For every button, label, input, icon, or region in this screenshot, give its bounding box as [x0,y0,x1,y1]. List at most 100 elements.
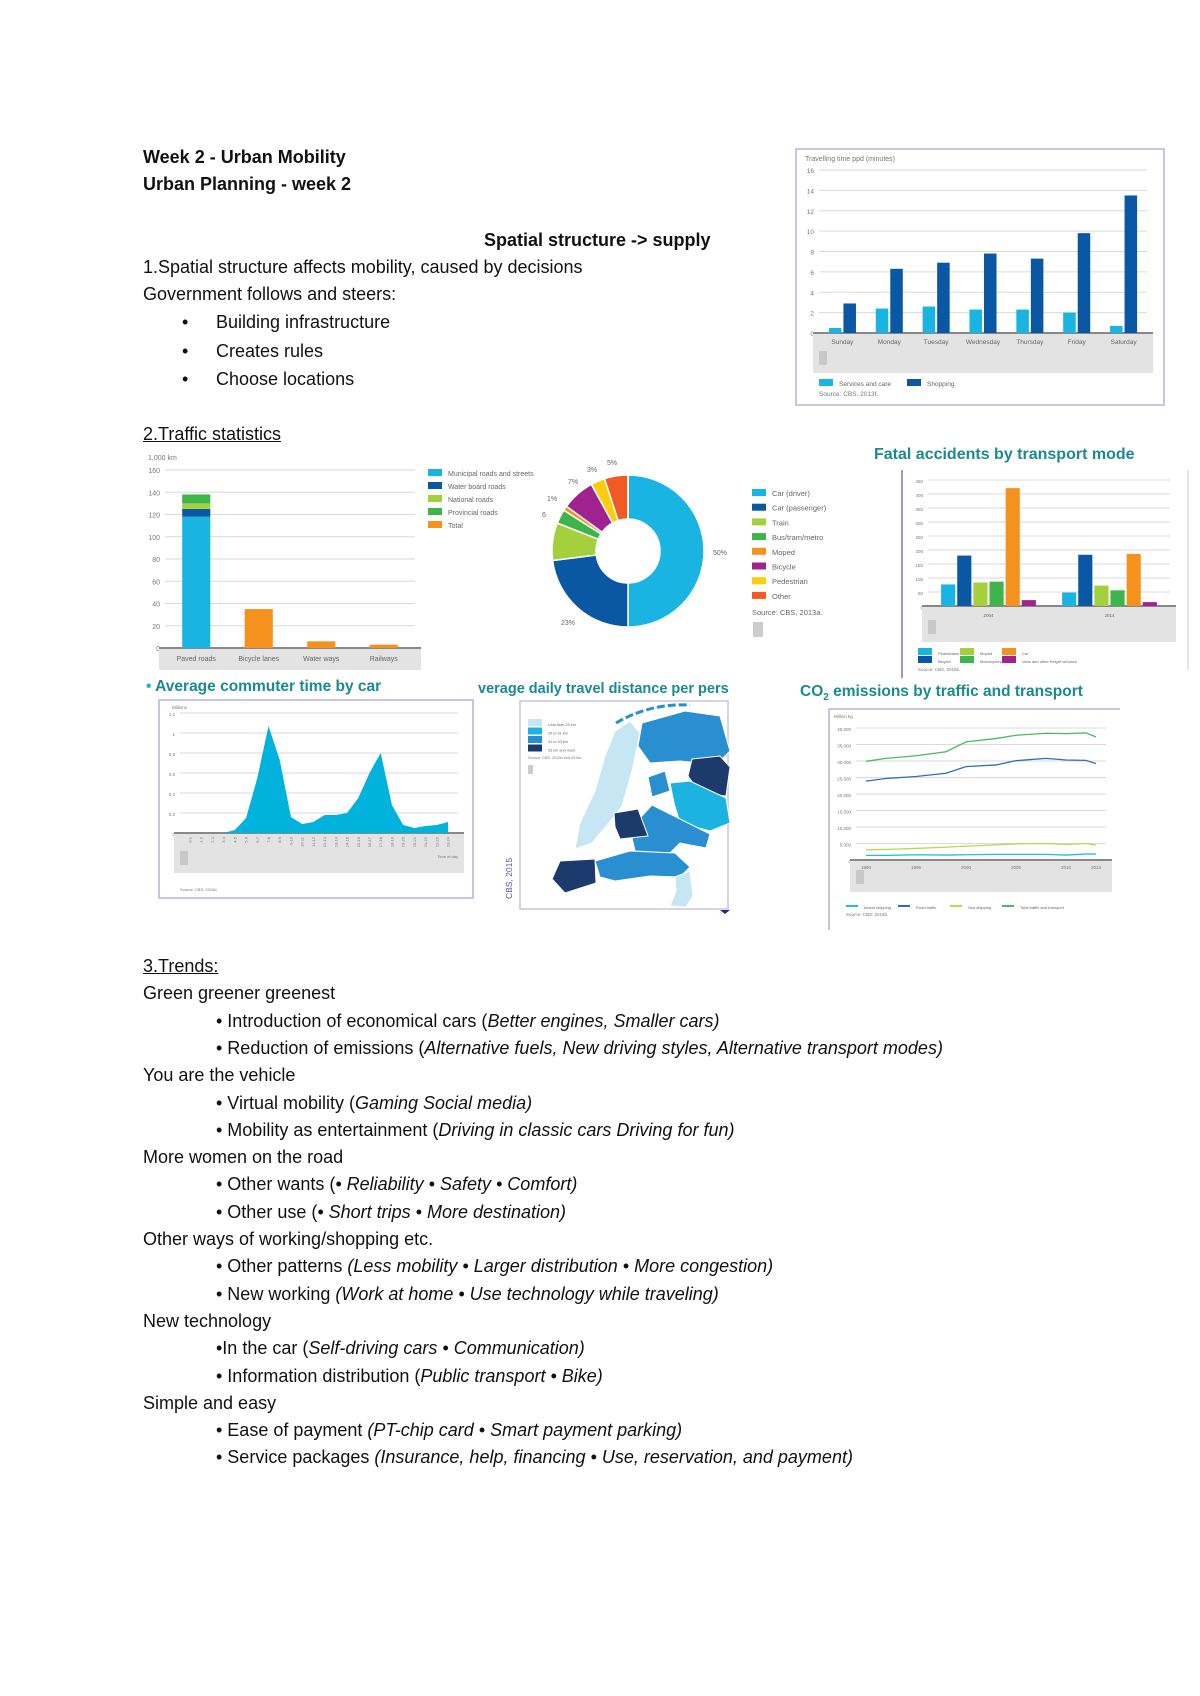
trend-item-label: • Ease of payment [216,1420,368,1441]
trend-item-label: • Service packages [216,1447,375,1468]
trend-group-title: More women on the road [143,1147,344,1168]
slice-label: 50% [713,550,727,557]
legend-label: Car [1022,651,1029,656]
x-tick-label: 11-12 [311,836,316,847]
slice-label: 3% [587,467,597,474]
y-tick-label: 0 [920,605,923,610]
trend-group-title: Green greener greenest [143,983,336,1004]
chart-source: Source: CBS, 2013f. [819,391,878,398]
x-tick-label: Friday [1068,339,1087,346]
legend-label: Inland shipping [864,905,891,910]
legend-label: Shopping [927,381,955,388]
document-title: Week 2 - Urban Mobility [143,147,346,167]
bar-motorcycles [1110,590,1125,606]
co2-emissions-title: CO2 emissions by traffic and transport [800,683,1083,704]
y-tick-label: 100 [148,535,160,542]
y-tick-label: 160 [148,468,160,475]
bar-pedestrians [941,584,956,606]
x-tick-label: 2013 [1091,865,1102,870]
bar-shopping [1030,258,1044,333]
x-tick-label: 21-22 [423,836,428,847]
donut-slice-car-passenger- [551,554,629,628]
trend-item-label: • Other wants ( [216,1174,336,1195]
y-tick-label: 350 [915,507,923,512]
commuter-time-title: • Average commuter time by car [146,678,381,696]
trend-item-label: • Introduction of economical cars ( [216,1010,488,1031]
trend-item-detail: Better engines, Smaller cars) [487,1010,720,1031]
line-total-traffic-and-transport [865,732,1097,762]
y-tick-label: 0.2 [169,812,176,817]
line-inland-shipping [866,853,1096,857]
legend-swatch [752,547,766,555]
trend-item-detail: Public transport • Bike) [420,1365,603,1386]
y-tick-label: 15,000 [837,810,851,815]
x-axis-label: Time of day [437,854,458,859]
x-tick-label: Water ways [303,656,340,663]
bar-services-and-care [875,308,889,333]
legend-swatch [819,379,833,386]
trend-item-detail: Driving in classic cars Driving for fun) [438,1119,735,1140]
download-icon [528,765,533,774]
line-road-traffic [865,757,1097,782]
y-tick-label: 40,000 [837,727,851,732]
x-tick-label: 7-8 [266,836,271,843]
y-tick-label: 20 [152,624,160,631]
trend-item-detail: (PT-chip card • Smart payment parking) [367,1420,683,1441]
legend-swatch [752,489,766,496]
slice-label: 23% [561,620,575,627]
x-tick-label: Paved roads [177,656,217,663]
y-tick-label: 8 [810,250,814,257]
province-limburg [669,870,694,908]
x-tick-label: Railways [370,656,399,663]
y-tick-label: 60 [152,579,160,586]
bar-shopping [890,268,903,333]
bar-segment-total [369,644,398,648]
y-axis-label: Million kg [834,714,853,719]
x-tick-label: 20-21 [412,836,417,847]
line-sea-shipping [865,842,1097,851]
trend-item-label: • Other patterns [216,1256,348,1277]
area-series [190,726,448,833]
trend-group-title: New technology [143,1310,272,1331]
trend-item-detail: (Insurance, help, financing • Use, reser… [374,1447,853,1468]
trend-item-detail: (Work at home • Use technology while tra… [335,1283,719,1304]
legend-label: Motorcycles [980,659,1001,664]
y-tick-label: 400 [915,493,923,498]
x-tick-label: Wednesday [966,339,1001,346]
legend-label: Bicycle [938,659,951,664]
legend-label: Sea shipping [968,905,991,910]
y-tick-label: 250 [915,535,923,540]
trend-item-detail: • Short trips • More destination) [317,1201,567,1222]
trend-item-label: • Mobility as entertainment ( [216,1119,439,1140]
trend-item-detail: Gaming Social media) [355,1092,533,1113]
y-tick-label: 0 [848,859,851,864]
download-icon [753,622,763,637]
y-tick-label: 300 [915,521,923,526]
slice-label: 6 [542,512,546,519]
y-tick-label: 14 [807,188,815,195]
legend-label: National roads [448,497,494,504]
chart-source: Source: CBS, 2015d. [180,887,218,892]
trend-item: • Introduction of economical cars (Bette… [216,1010,720,1032]
trend-item: •In the car (Self-driving cars • Communi… [216,1337,585,1359]
bar-services-and-care [1110,325,1123,333]
trend-item-label: • Virtual mobility ( [216,1092,356,1113]
legend-swatch [918,656,932,663]
trend-item-detail: Alternative fuels, New driving styles, A… [424,1037,943,1058]
bullet-icon: • [146,678,152,695]
map-credit: CBS, 2015 [504,858,514,899]
y-axis-label: 1,000 km [148,455,177,462]
bar-vans-and-other-freight-vehicles [1142,602,1157,606]
legend-swatch [1002,656,1016,663]
bar-segment-provincial-roads [182,494,211,504]
x-tick-label: Tuesday [924,339,949,346]
legend-label: Pedestrian [772,577,808,586]
y-tick-label: 0 [156,646,160,653]
x-tick-label: Thursday [1016,339,1044,346]
y-tick-label: 200 [915,549,923,554]
x-axis-band [159,648,421,670]
bullet-icon: • [182,369,189,389]
co2-title-text: emissions by traffic and transport [828,683,1083,700]
legend-label: Train [772,518,789,527]
trend-item: • Reduction of emissions (Alternative fu… [216,1037,943,1059]
